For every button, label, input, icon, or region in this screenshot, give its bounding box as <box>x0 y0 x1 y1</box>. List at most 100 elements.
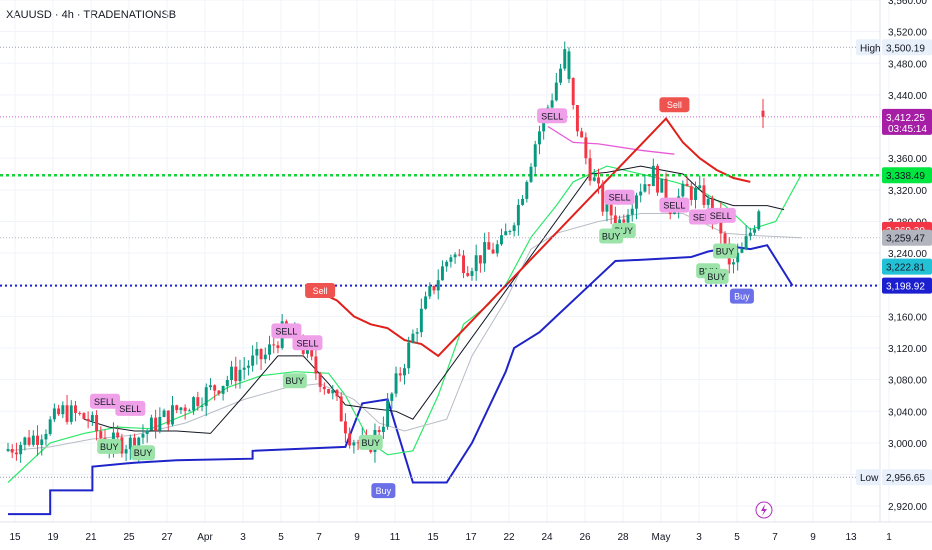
signal-buy-blue: Buy <box>371 483 396 499</box>
signal-buy-green: BUY <box>358 434 383 450</box>
candle-body <box>78 412 82 414</box>
time-tick-label: 7 <box>316 532 322 543</box>
signal-label: BUY <box>602 231 621 241</box>
candle-body <box>99 431 103 439</box>
price-tick-label: 3,240.00 <box>888 249 927 260</box>
candle-body <box>175 405 179 411</box>
candle-body <box>306 346 309 354</box>
candle-body <box>120 437 124 454</box>
candle-body <box>453 254 457 258</box>
candle-body <box>230 366 234 380</box>
signal-sell-pink: SELL <box>604 189 635 205</box>
candle-body <box>268 344 271 355</box>
candle-body <box>664 178 668 204</box>
candle-body <box>10 449 14 453</box>
candle-body <box>495 244 499 254</box>
candle-body <box>504 231 508 236</box>
candle-body <box>656 165 660 193</box>
lightning-icon[interactable] <box>755 501 773 519</box>
candle-body <box>65 405 69 422</box>
candle-body <box>575 105 579 132</box>
candle-body <box>478 255 482 264</box>
candle-body <box>259 349 263 360</box>
signal-label: BUY <box>361 438 380 448</box>
price-label: 3,500.19 High <box>856 39 932 56</box>
signal-label: BUY <box>716 247 735 257</box>
candle-body <box>592 177 596 181</box>
candle-body <box>643 184 647 192</box>
signal-buy-green: BUY <box>282 373 307 389</box>
candle-body <box>221 385 225 394</box>
candle-body <box>318 373 322 387</box>
price-tick-label: 2,920.00 <box>888 502 927 513</box>
candle-body <box>647 184 651 187</box>
signal-label: SELL <box>693 213 715 223</box>
time-tick-label: 26 <box>579 532 591 543</box>
price-label: 3,259.47 <box>882 229 932 246</box>
candle-body <box>529 166 533 182</box>
price-label: 3,338.49 <box>882 167 932 184</box>
candle-body <box>685 183 689 187</box>
candle-body <box>61 405 65 415</box>
candle-body <box>626 214 630 223</box>
candle-body <box>381 426 385 433</box>
candle-body <box>339 396 343 422</box>
signal-buy-blue: Buy <box>729 288 754 304</box>
time-tick-label: 15 <box>427 532 439 543</box>
time-tick-label: 5 <box>278 532 284 543</box>
price-label-value: 3,412.25 <box>886 113 925 124</box>
candle-body <box>698 185 702 189</box>
candle-body <box>154 417 158 431</box>
candle-body <box>567 51 571 80</box>
signal-label: SELL <box>275 326 297 336</box>
signal-label: Sell <box>667 100 682 110</box>
candle-body <box>474 255 478 272</box>
candle-body <box>681 183 685 197</box>
candle-body <box>736 252 740 263</box>
candle-body <box>550 100 554 108</box>
price-label: 2,956.65 Low <box>856 469 932 486</box>
price-axis[interactable]: 3,560.003,520.003,480.003,440.003,400.00… <box>856 0 932 522</box>
time-tick-label: 17 <box>465 532 477 543</box>
candle-body <box>6 449 10 451</box>
price-label-value: 3,259.47 <box>886 234 925 245</box>
candle-body <box>200 405 204 407</box>
candle-body <box>158 416 162 431</box>
price-tick-label: 3,560.00 <box>888 0 927 7</box>
candle-body <box>192 397 196 411</box>
candle-body <box>23 437 27 445</box>
candle-body <box>141 433 145 438</box>
candle-body <box>559 68 563 83</box>
candle-body <box>128 437 132 450</box>
candle-body <box>31 435 35 445</box>
candle-body <box>116 432 120 438</box>
candle-body <box>272 344 276 346</box>
candle-body <box>440 266 444 281</box>
candle-body <box>145 430 149 434</box>
candle-body <box>133 437 137 451</box>
candle-body <box>137 437 141 451</box>
candle-body <box>537 131 541 145</box>
signal-label: BUY <box>286 376 305 386</box>
candle-body <box>588 158 592 181</box>
candle-body <box>352 442 356 446</box>
time-axis[interactable]: 15 19 21 25 27 Apr 3 5 7 9 11 15 17 22 24 26 28 May 3 5 7 9 13… <box>0 521 932 543</box>
candle-body <box>740 248 744 253</box>
signal-label: BUY <box>100 442 119 452</box>
candle-body <box>436 280 440 291</box>
red-stop-line <box>319 117 751 358</box>
candle-body <box>457 254 461 256</box>
candle-body <box>491 249 495 254</box>
candle-body <box>40 439 44 445</box>
price-label-tag: Low <box>860 473 879 484</box>
price-label-value: 3,338.49 <box>886 171 925 182</box>
candle-body <box>622 219 626 223</box>
signal-label: SELL <box>119 404 141 414</box>
time-tick-label: Apr <box>197 532 213 543</box>
candle-body <box>516 204 520 226</box>
candle-body <box>462 255 465 274</box>
price-label-tag: High <box>860 43 881 54</box>
candle-body <box>74 405 77 413</box>
